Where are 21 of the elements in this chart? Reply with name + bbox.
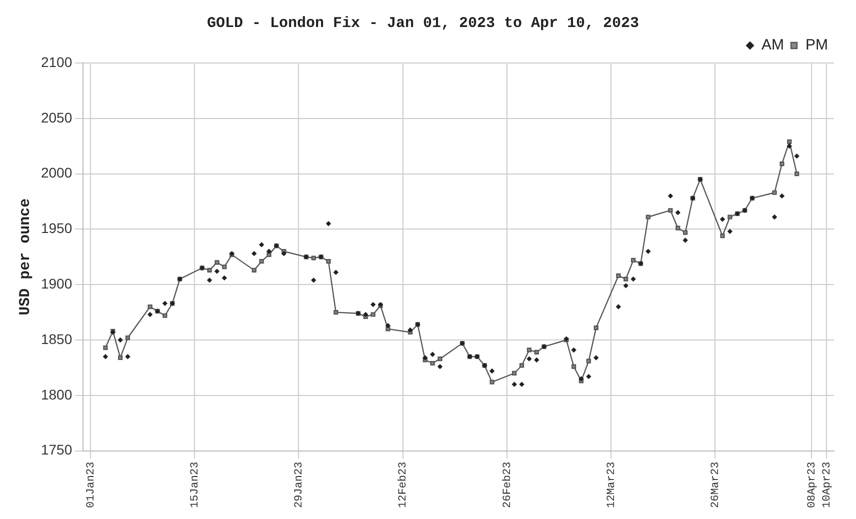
y-tick-label: 1750 [40, 442, 72, 458]
y-tick-label: 2050 [40, 109, 72, 126]
x-tick-label: 01Jan23 [85, 462, 98, 508]
x-tick-label: 26Mar23 [710, 462, 722, 508]
legend-label: PM [806, 36, 828, 54]
y-axis-title: USD per ounce [16, 198, 34, 316]
y-tick-label: 1800 [40, 386, 72, 402]
x-tick-label: 26Feb23 [502, 462, 514, 508]
x-tick-label: 12Mar23 [606, 462, 618, 508]
x-tick-label: 12Feb23 [398, 462, 410, 508]
legend-label: AM [762, 36, 784, 54]
x-tick-label: 08Apr23 [806, 462, 819, 508]
y-tick-label: 2000 [40, 164, 72, 181]
y-tick-label: 1950 [40, 220, 72, 236]
x-tick-label: 10Apr23 [821, 462, 834, 508]
x-tick-label: 15Jan23 [190, 462, 202, 508]
chart-title: GOLD - London Fix - Jan 01, 2023 to Apr 10, 2023 [206, 14, 640, 32]
y-tick-label: 1900 [40, 275, 72, 292]
x-tick-label: 29Jan23 [294, 462, 306, 508]
y-tick-label: 1850 [40, 330, 72, 347]
y-tick-label: 2100 [40, 54, 72, 70]
